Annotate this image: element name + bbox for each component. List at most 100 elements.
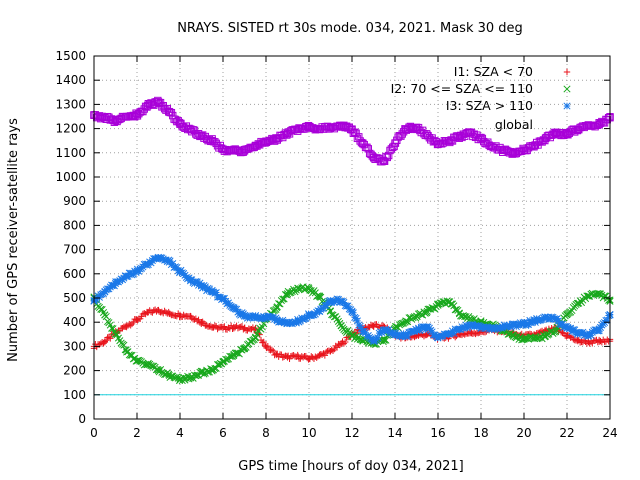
series-marker — [594, 289, 602, 298]
y-tick-label: 1400 — [55, 73, 86, 87]
data-point — [284, 354, 291, 361]
y-tick-label: 400 — [63, 315, 86, 329]
series-marker — [213, 323, 220, 330]
data-point — [595, 325, 603, 333]
data-point — [520, 335, 528, 343]
data-point — [380, 326, 388, 334]
series-marker — [448, 327, 457, 335]
x-tick-label: 12 — [344, 426, 359, 440]
y-tick-label: 200 — [63, 364, 86, 378]
series-marker — [420, 332, 428, 340]
series-marker — [280, 295, 288, 303]
series-marker — [203, 287, 211, 295]
y-tick-label: 100 — [63, 388, 86, 402]
data-point — [230, 147, 238, 155]
data-point — [563, 310, 571, 319]
data-point — [402, 331, 410, 340]
x-tick-label: 10 — [301, 426, 316, 440]
data-point — [251, 142, 259, 150]
data-point — [531, 317, 539, 325]
series-marker — [141, 310, 148, 317]
series-marker — [147, 259, 155, 267]
series-marker — [340, 298, 348, 306]
data-point — [187, 276, 195, 284]
series-marker — [526, 316, 534, 325]
series-marker — [169, 311, 176, 319]
y-tick-label: 1500 — [55, 49, 86, 63]
series-marker — [274, 350, 281, 357]
series-marker — [272, 314, 280, 322]
data-point — [380, 157, 388, 165]
data-point — [348, 126, 356, 134]
data-point — [230, 304, 238, 312]
data-point — [595, 120, 603, 128]
y-axis-label: Number of GPS receiver-satellite rays — [6, 118, 21, 362]
data-point — [596, 338, 603, 345]
data-point — [165, 371, 173, 379]
x-tick-label: 14 — [387, 426, 402, 440]
data-point — [305, 285, 313, 293]
data-point — [305, 355, 313, 362]
data-point — [154, 367, 163, 375]
series-marker — [462, 321, 470, 329]
data-point — [337, 122, 345, 130]
series-marker — [234, 324, 242, 332]
data-point — [316, 307, 324, 315]
data-point — [283, 319, 292, 327]
data-point — [445, 330, 453, 338]
data-point — [348, 308, 356, 316]
series-marker — [254, 313, 262, 321]
series-marker — [108, 324, 116, 332]
data-point — [133, 316, 141, 323]
series-marker — [332, 297, 340, 305]
series-marker — [207, 323, 214, 330]
data-point — [520, 320, 528, 328]
data-point — [316, 293, 324, 301]
data-point — [466, 322, 474, 330]
data-point — [412, 312, 421, 320]
chart-title: NRAYS. SISTED rt 30s mode. 034, 2021. Ma… — [177, 21, 523, 36]
data-point — [520, 146, 528, 154]
data-point — [455, 310, 464, 318]
data-point — [197, 132, 206, 141]
legend-marker — [563, 85, 571, 93]
data-point — [208, 288, 216, 296]
data-point — [348, 331, 356, 340]
data-point — [445, 298, 453, 306]
x-axis-label: GPS time [hours of doy 034, 2021] — [238, 459, 463, 474]
series-marker — [374, 334, 382, 342]
data-point — [251, 334, 259, 342]
data-point — [219, 325, 227, 332]
data-point — [531, 141, 539, 150]
data-point — [541, 313, 550, 321]
data-point — [187, 373, 195, 381]
data-point — [241, 325, 248, 332]
data-point — [477, 135, 485, 144]
series-marker — [107, 335, 114, 342]
y-tick-label: 800 — [63, 218, 86, 232]
data-point — [509, 332, 517, 340]
data-point — [208, 365, 216, 373]
data-point — [434, 334, 442, 342]
series-marker — [173, 264, 181, 272]
data-point — [273, 135, 281, 143]
data-point — [101, 288, 109, 296]
series-marker — [127, 351, 135, 359]
data-point — [208, 137, 216, 145]
data-point — [337, 297, 345, 305]
data-point — [154, 98, 163, 106]
data-point — [369, 336, 378, 344]
x-tick-label: 18 — [473, 426, 488, 440]
data-point — [574, 329, 582, 337]
series-marker — [260, 338, 267, 346]
series-marker — [314, 307, 322, 315]
data-point — [316, 125, 324, 133]
series-marker — [416, 327, 424, 335]
series-marker — [103, 337, 110, 344]
data-point — [133, 357, 141, 365]
data-point — [552, 129, 560, 138]
data-point — [552, 315, 560, 323]
legend-label: I2: 70 <= SZA <= 110 — [391, 81, 533, 96]
series-marker — [224, 299, 232, 307]
data-point — [509, 149, 517, 157]
